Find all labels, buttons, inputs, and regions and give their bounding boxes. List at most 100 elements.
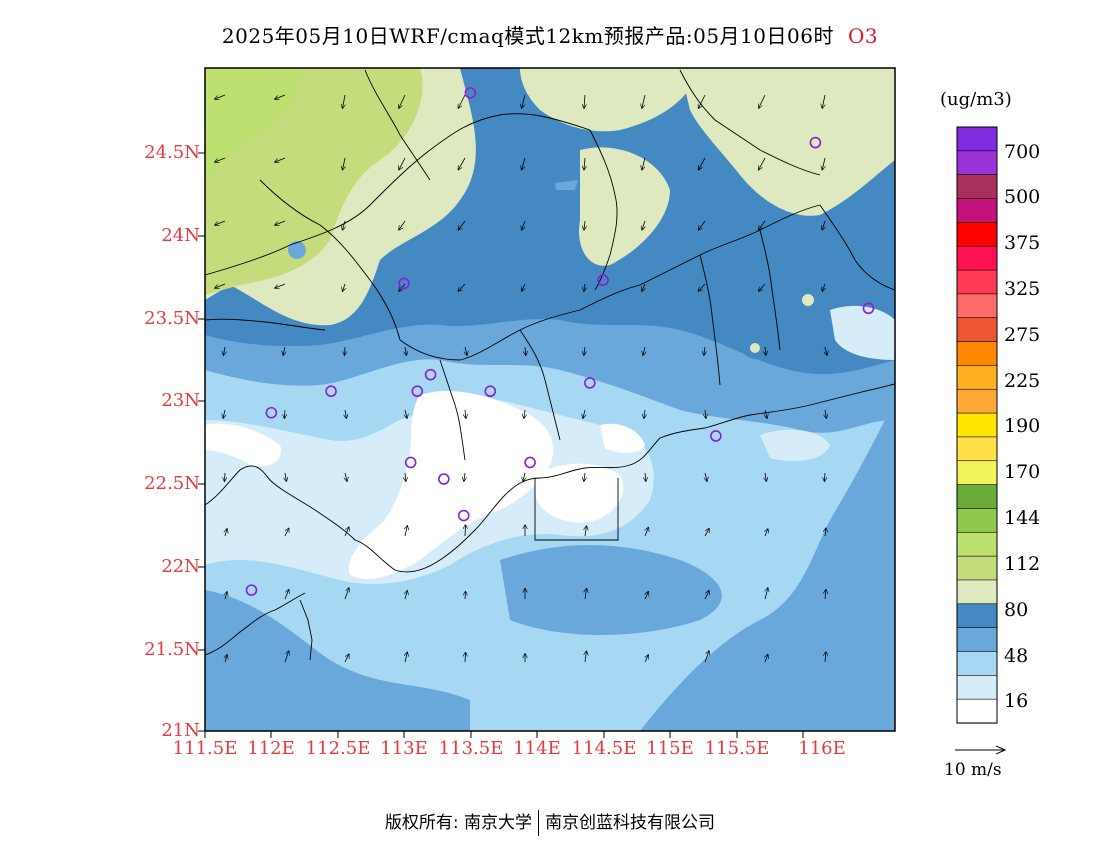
wind-arrow [765, 588, 768, 600]
colorbar-label: 500 [1004, 186, 1041, 208]
station-marker [484, 385, 497, 398]
copyright: 版权所有: 南京大学 南京创蓝科技有限公司 [0, 808, 1100, 836]
wind-arrow [399, 157, 406, 170]
colorbar-swatch [956, 317, 998, 343]
lon-label: 116E [798, 738, 846, 759]
station-marker [597, 274, 609, 286]
wind-arrow [825, 346, 827, 355]
lat-label: 24N [161, 225, 200, 246]
wind-arrow [344, 654, 349, 663]
station-marker [584, 377, 596, 389]
wind-arrow [642, 94, 646, 108]
wind-arrow [642, 220, 645, 230]
wind-arrow [465, 409, 466, 418]
wind-arrow [584, 472, 585, 481]
station-marker [424, 368, 437, 381]
colorbar-swatch [956, 222, 998, 247]
boundaries [205, 69, 895, 661]
wind-arrow [343, 157, 345, 170]
wind-arrow [343, 220, 345, 230]
station-marker [524, 456, 536, 469]
title-text: 2025年05月10日WRF/cmaq模式12km预报产品:05月10日06时 [221, 24, 834, 48]
colorbar-label: 375 [1004, 232, 1041, 254]
wind-arrow [344, 346, 345, 355]
colorbar-swatch [956, 365, 998, 390]
wind-arrow [584, 94, 585, 108]
colorbar-label: 16 [1004, 690, 1029, 712]
wind-arrow [765, 655, 768, 663]
wind-arrow [585, 651, 586, 663]
wind-arrow [405, 346, 406, 355]
wind-arrow [699, 283, 706, 291]
wind-arrow [584, 283, 585, 291]
lon-label: 112E [247, 738, 295, 759]
wind-arrow [344, 527, 349, 537]
wind-arrow [345, 472, 347, 481]
wind-arrow [759, 94, 766, 108]
wind-arrow [642, 157, 646, 170]
colorbar-swatch [956, 293, 998, 319]
wind-arrow [215, 94, 226, 99]
colorbar-swatch [956, 579, 998, 605]
wind-arrow [458, 283, 466, 291]
wind-arrow [275, 94, 286, 99]
wind-arrow [705, 472, 707, 481]
colorbar-swatch [956, 174, 998, 200]
wind-arrow [584, 220, 585, 230]
wind-arrow [704, 591, 709, 600]
wind-arrow [822, 94, 825, 108]
wind-arrow [583, 409, 585, 418]
wind-arrow [275, 283, 286, 288]
wind-arrow [584, 157, 585, 170]
colorbar-swatch [956, 603, 998, 629]
wind-arrow [215, 283, 226, 288]
wind-arrow [585, 589, 586, 600]
colorbar-label: 325 [1004, 278, 1041, 300]
wind-arrow [523, 472, 525, 481]
wind-arrow [699, 157, 706, 170]
lat-label: 21N [161, 720, 200, 741]
station-marker [710, 430, 722, 442]
wind-arrow [215, 157, 226, 162]
colorbar-label: 48 [1004, 645, 1029, 667]
colorbar-frame [956, 126, 998, 724]
copyright-left: 版权所有: 南京大学 [384, 813, 533, 833]
lon-label: 111.5E [172, 738, 238, 759]
wind-arrow [405, 526, 407, 537]
wind-arrow [825, 652, 826, 663]
copyright-right: 南京创蓝科技有限公司 [545, 813, 716, 833]
wind-arrow [644, 409, 645, 418]
lat-label: 23.5N [144, 308, 200, 329]
wind-arrow [522, 94, 526, 108]
wind-arrow [405, 409, 407, 418]
wind-arrow [705, 409, 706, 418]
colorbar-label: 275 [1004, 324, 1041, 346]
wind-arrow [765, 529, 768, 537]
wind-arrow [285, 472, 286, 481]
station-marker [457, 509, 470, 522]
wind-arrow [223, 346, 225, 355]
station-marker [862, 302, 875, 315]
wind-arrow [822, 157, 825, 170]
colorbar-swatch [956, 245, 998, 271]
wind-arrow [464, 472, 465, 481]
wind-arrow [522, 283, 525, 291]
map-frame [204, 67, 896, 732]
colorbar-swatch [956, 412, 998, 438]
wind-arrow [345, 409, 346, 418]
wind-arrow [405, 591, 407, 600]
pollutant-label: O3 [847, 24, 879, 48]
lon-label: 115E [646, 738, 694, 759]
wind-vectors [215, 94, 827, 663]
colorbar-unit: (ug/m3) [940, 89, 1012, 110]
station-markers [245, 87, 875, 596]
wind-arrow [223, 409, 225, 418]
map-title: 2025年05月10日WRF/cmaq模式12km预报产品:05月10日06时 O… [0, 20, 1100, 49]
lat-label: 23N [161, 390, 200, 411]
wind-arrow [465, 346, 467, 355]
colorbar-label: 170 [1004, 461, 1041, 483]
concentration-field [205, 68, 895, 731]
colorbar-label: 80 [1004, 599, 1029, 621]
wind-arrow [343, 283, 345, 291]
wind-arrow [225, 592, 227, 600]
